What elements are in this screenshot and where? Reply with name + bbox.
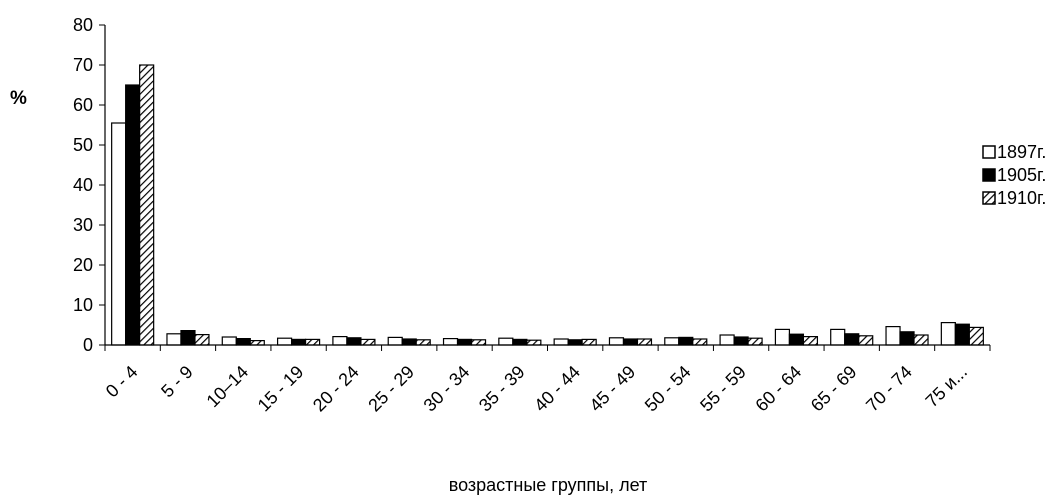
- bar-1905-6: [456, 338, 473, 346]
- x-axis-title: возрастные группы, лет: [449, 475, 648, 495]
- legend-swatch: [982, 191, 996, 205]
- legend-swatch: [982, 145, 996, 159]
- x-tick-label: 15 - 19: [254, 362, 308, 416]
- x-tick-label: 25 - 29: [364, 362, 418, 416]
- x-tick-label: 45 - 49: [586, 362, 640, 416]
- x-axis-ticks: 0 - 4 5 - 9 10–14 15 - 19 20 - 24 25 - 29 30 -…: [102, 345, 991, 416]
- bar-1905-11: [733, 336, 749, 346]
- y-tick-label: 0: [83, 335, 93, 355]
- y-tick-label: 60: [73, 95, 93, 115]
- bars: [111, 64, 984, 346]
- x-tick-label: 55 - 59: [696, 362, 750, 416]
- bar-1905-9: [622, 338, 639, 346]
- bar-1910-4: [360, 338, 376, 346]
- x-tick-label: 65 - 69: [807, 362, 861, 416]
- bar-1910-6: [470, 339, 487, 346]
- bar-1910-0: [139, 64, 155, 346]
- y-tick-label: 70: [73, 55, 93, 75]
- bar-1897-14: [885, 326, 901, 346]
- x-tick-label: 30 - 34: [420, 362, 474, 416]
- bar-1905-15: [954, 323, 970, 346]
- bar-1897-6: [442, 338, 459, 346]
- bar-1905-7: [512, 338, 528, 346]
- bar-1910-13: [858, 335, 874, 346]
- y-axis-label: %: [10, 88, 27, 109]
- bar-1910-10: [692, 338, 708, 346]
- y-tick-label: 10: [73, 295, 93, 315]
- bar-1905-1: [180, 330, 196, 346]
- x-tick-label: 40 - 44: [530, 362, 584, 416]
- bar-1897-1: [166, 333, 182, 346]
- y-tick-label: 50: [73, 135, 93, 155]
- bar-1905-3: [290, 338, 307, 346]
- bar-1897-11: [719, 334, 735, 346]
- bar-1897-5: [387, 336, 403, 346]
- y-tick-label: 80: [73, 15, 93, 35]
- bar-1905-13: [844, 333, 860, 346]
- x-tick-label: 70 - 74: [862, 362, 916, 416]
- bar-1905-4: [346, 337, 362, 346]
- x-tick-label: 5 - 9: [157, 362, 197, 402]
- bar-1910-1: [194, 334, 210, 346]
- bar-1897-15: [940, 322, 956, 346]
- bar-1897-3: [276, 337, 293, 346]
- y-tick-label: 20: [73, 255, 93, 275]
- legend-label: 1897г.: [997, 142, 1046, 162]
- bar-1897-0: [111, 122, 127, 346]
- bar-1905-2: [235, 338, 251, 346]
- x-tick-label: 35 - 39: [475, 362, 529, 416]
- bar-1897-8: [553, 338, 569, 346]
- x-tick-label: 60 - 64: [751, 362, 805, 416]
- x-tick-label: 10–14: [203, 362, 253, 412]
- axes: [104, 25, 990, 346]
- bar-1897-12: [774, 328, 791, 346]
- y-axis-ticks: 0 10 20 30 40 50 60 70 80: [73, 15, 105, 355]
- bar-1905-12: [788, 333, 805, 346]
- bar-1910-14: [913, 334, 929, 346]
- bar-1905-14: [899, 331, 915, 346]
- bar-1910-12: [802, 336, 819, 346]
- bar-1910-5: [415, 339, 431, 346]
- bar-1905-10: [678, 336, 694, 346]
- bar-1910-15: [968, 326, 984, 346]
- y-tick-label: 40: [73, 175, 93, 195]
- x-tick-label: 75 и...: [922, 362, 972, 412]
- bar-1910-7: [526, 339, 542, 346]
- bar-1897-10: [664, 337, 680, 346]
- bar-1897-9: [608, 337, 625, 346]
- bar-1910-2: [249, 340, 265, 346]
- bar-1910-9: [636, 338, 653, 346]
- bar-1910-3: [304, 338, 321, 346]
- x-tick-label: 20 - 24: [309, 362, 363, 416]
- legend-label: 1910г.: [997, 188, 1046, 208]
- bar-1910-8: [581, 338, 597, 346]
- x-tick-label: 50 - 54: [641, 362, 695, 416]
- x-tick-label: 0 - 4: [102, 362, 142, 402]
- legend-label: 1905г.: [997, 165, 1046, 185]
- bar-1905-0: [125, 84, 141, 346]
- bar-1897-7: [498, 337, 514, 346]
- bar-1897-13: [830, 328, 846, 346]
- bar-1905-8: [567, 339, 583, 346]
- bar-1905-5: [401, 338, 417, 346]
- legend-swatch: [982, 168, 996, 182]
- bar-1897-2: [221, 336, 237, 346]
- bar-1897-4: [332, 336, 348, 346]
- legend: 1897г. 1905г. 1910г.: [982, 142, 1046, 208]
- bar-1910-11: [747, 337, 763, 346]
- y-tick-label: 30: [73, 215, 93, 235]
